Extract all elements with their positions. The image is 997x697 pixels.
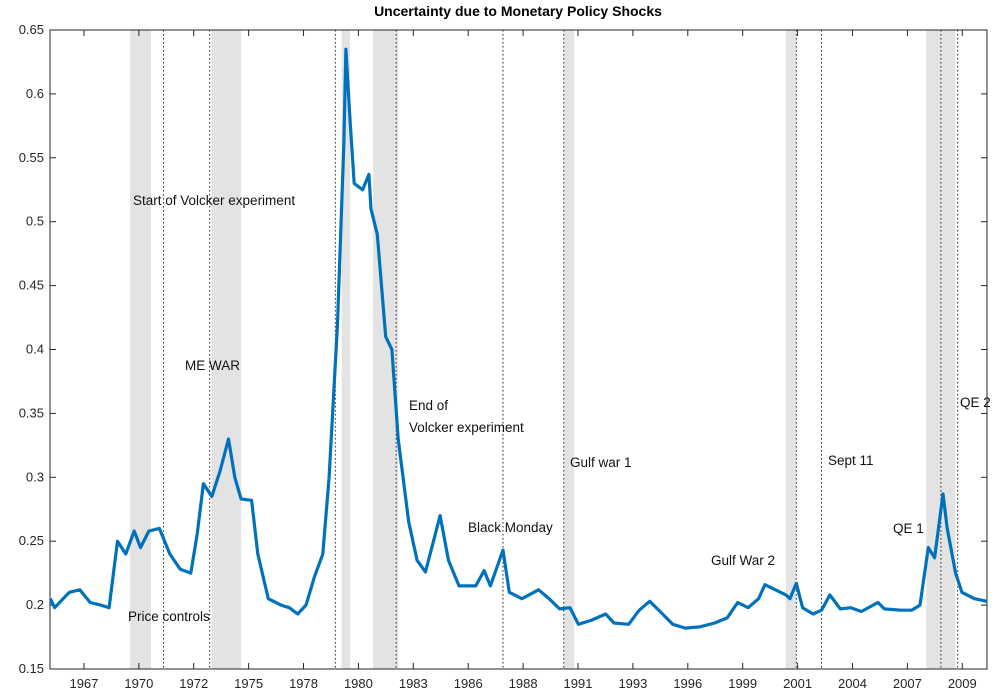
y-tick-label: 0.5 — [26, 214, 44, 229]
x-tick-label: 1980 — [344, 676, 373, 691]
annotation: End of — [409, 398, 448, 413]
annotation: Volcker experiment — [409, 420, 524, 435]
annotation: Black Monday — [468, 520, 553, 535]
x-tick-label: 1975 — [234, 676, 263, 691]
x-tick-label: 2009 — [948, 676, 977, 691]
x-tick-label: 1970 — [124, 676, 153, 691]
shaded-period — [373, 30, 399, 669]
x-tick-label: 2007 — [893, 676, 922, 691]
shaded-period — [563, 30, 575, 669]
y-tick-label: 0.45 — [19, 278, 44, 293]
x-tick-label: 2001 — [783, 676, 812, 691]
x-tick-label: 1988 — [509, 676, 538, 691]
x-tick-label: 2004 — [838, 676, 867, 691]
chart-title: Uncertainty due to Monetary Policy Shock… — [374, 3, 662, 19]
annotation: Gulf War 2 — [711, 553, 775, 568]
annotation: Sept 11 — [828, 453, 874, 468]
y-tick-label: 0.2 — [26, 597, 44, 612]
y-tick-label: 0.6 — [26, 86, 44, 101]
x-tick-label: 1993 — [618, 676, 647, 691]
shaded-period — [926, 30, 956, 669]
annotation: QE 2 — [960, 395, 991, 410]
shaded-period — [785, 30, 797, 669]
x-tick-label: 1999 — [728, 676, 757, 691]
shaded-period — [341, 30, 351, 669]
y-tick-label: 0.25 — [19, 533, 44, 548]
annotation: QE 1 — [893, 521, 924, 536]
shaded-period — [211, 30, 242, 669]
x-tick-label: 1983 — [399, 676, 428, 691]
x-tick-label: 1986 — [454, 676, 483, 691]
y-tick-label: 0.4 — [26, 342, 44, 357]
annotation: Price controls — [128, 609, 210, 624]
annotation: Gulf war 1 — [570, 455, 632, 470]
annotation: ME WAR — [185, 358, 240, 373]
y-tick-label: 0.55 — [19, 150, 44, 165]
y-tick-label: 0.35 — [19, 405, 44, 420]
annotation: Start of Volcker experiment — [133, 193, 295, 208]
x-tick-label: 1978 — [289, 676, 318, 691]
x-tick-label: 1991 — [564, 676, 593, 691]
y-tick-label: 0.15 — [19, 661, 44, 676]
y-tick-label: 0.3 — [26, 469, 44, 484]
x-tick-label: 1996 — [673, 676, 702, 691]
x-tick-label: 1967 — [69, 676, 98, 691]
y-tick-label: 0.65 — [19, 22, 44, 37]
shaded-period — [130, 30, 151, 669]
data-line — [48, 47, 988, 630]
x-tick-label: 1972 — [179, 676, 208, 691]
